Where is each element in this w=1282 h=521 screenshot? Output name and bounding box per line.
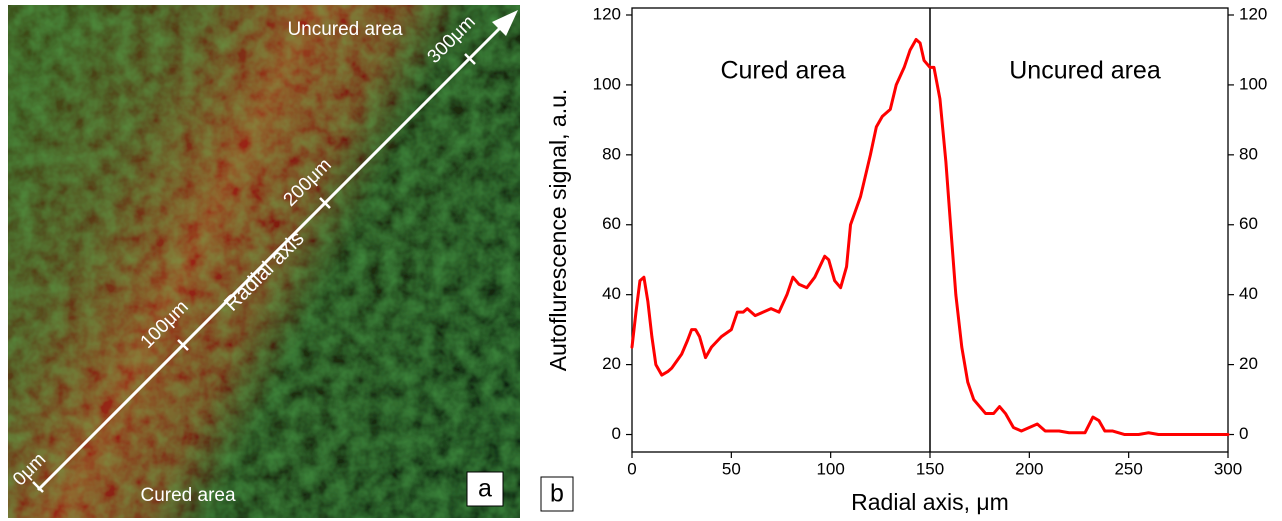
- x-tick-label: 300: [1214, 459, 1242, 478]
- y-tick-label: 0: [612, 424, 621, 443]
- axis-tick: [464, 53, 476, 65]
- y2-tick-label: 100: [1239, 74, 1267, 93]
- y-tick-label: 20: [602, 354, 621, 373]
- micrograph: 0μm 100μm 200μm 300μm Radial axis Uncure…: [8, 5, 520, 518]
- y-tick-label: 100: [593, 74, 621, 93]
- x-tick-label: 100: [816, 459, 844, 478]
- arrow-head: [492, 10, 518, 36]
- y-axis-label: Autoflurescence signal, a.u.: [545, 89, 571, 372]
- y2-tick-label: 0: [1239, 424, 1248, 443]
- tissue-image: [8, 5, 520, 518]
- x-tick-label: 150: [916, 459, 944, 478]
- x-tick-label: 250: [1114, 459, 1142, 478]
- axis-ticks: [32, 53, 476, 493]
- y2-tick-label: 20: [1239, 354, 1258, 373]
- bottom-label: Cured area: [140, 485, 235, 506]
- radial-axis-arrow: [36, 21, 507, 492]
- y2-tick-label: 80: [1239, 144, 1258, 163]
- panel-label: a: [478, 475, 492, 503]
- y-tick-label: 60: [602, 214, 621, 233]
- y-tick-label: 40: [602, 284, 621, 303]
- x-tick-label: 0: [627, 459, 636, 478]
- y-tick-label: 120: [593, 4, 621, 23]
- top-label: Uncured area: [287, 19, 403, 40]
- axis-tick: [319, 197, 331, 209]
- axis-tick: [177, 339, 189, 351]
- panel-label-box: [540, 476, 574, 512]
- y2-tick-label: 40: [1239, 284, 1258, 303]
- y2-tick-label: 120: [1239, 4, 1267, 23]
- panel-label-box: [466, 471, 504, 507]
- x-tick-label: 50: [722, 459, 741, 478]
- annotation: Cured area: [720, 57, 845, 85]
- y-tick-label: 80: [602, 144, 621, 163]
- axis-tick: [32, 481, 44, 493]
- x-tick-label: 200: [1015, 459, 1043, 478]
- y2-tick-label: 60: [1239, 214, 1258, 233]
- panel-label: b: [550, 480, 564, 508]
- annotation: Uncured area: [1009, 57, 1161, 85]
- signal-line: [630, 37, 1230, 437]
- x-axis-label: Radial axis, μm: [851, 489, 1009, 515]
